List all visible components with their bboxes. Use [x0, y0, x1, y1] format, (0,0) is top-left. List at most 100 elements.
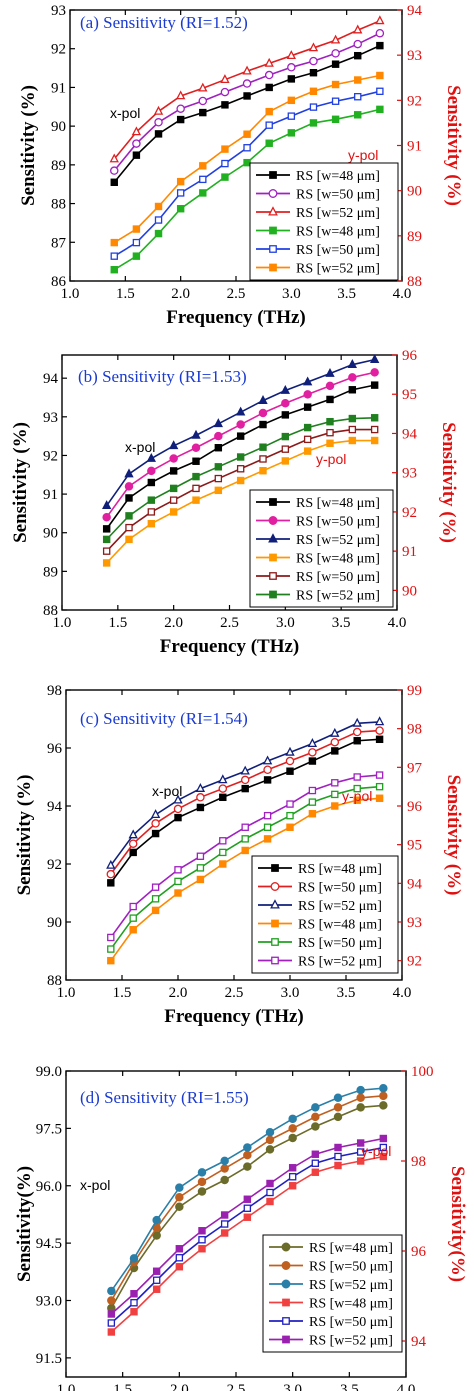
data-point [151, 819, 160, 828]
data-point [175, 1245, 184, 1253]
data-point [221, 145, 229, 153]
legend-swatch-marker [281, 1261, 291, 1270]
y-tick-label: 89 [43, 564, 58, 580]
legend-box [249, 489, 394, 608]
legend-swatch-marker [269, 590, 277, 599]
data-point [191, 443, 201, 452]
xpol-annotation: x-pol [125, 439, 155, 455]
data-point [356, 1093, 365, 1103]
data-point [258, 408, 268, 418]
data-point [130, 1299, 138, 1307]
legend: RS [w=48 μm] RS [w=50 μm] RS [w=52 μm] RS [… [262, 1234, 403, 1353]
data-point [196, 793, 205, 802]
data-point [152, 1276, 161, 1284]
data-point [375, 794, 384, 802]
data-point [353, 796, 361, 804]
data-point [353, 773, 361, 781]
data-point [370, 425, 379, 434]
y2-tick-label: 93 [402, 466, 417, 482]
legend-entry-label: RS [w=52 μm] [296, 533, 380, 548]
data-point [154, 118, 163, 127]
data-point [370, 381, 379, 389]
data-point [197, 1187, 207, 1196]
data-point [308, 810, 317, 818]
data-point [333, 1103, 343, 1112]
legend-swatch-marker [282, 1298, 290, 1307]
data-point [219, 793, 227, 802]
y2-axis-label: Sensitivity(%) [447, 1166, 468, 1282]
x-tick-label: 2.5 [227, 286, 246, 302]
x-tick-label: 2.0 [169, 985, 188, 1001]
data-point [132, 139, 141, 148]
data-point [262, 755, 273, 765]
y2-tick-label: 93 [407, 915, 422, 931]
data-point [352, 717, 362, 727]
y-axis-label: Sensitivity (%) [18, 85, 39, 206]
legend-entry-label: RS [w=48 μm] [296, 496, 380, 511]
chart-panel-1: 1.0 1.5 2.0 2.5 3.0 3.5 4.0 88 89 90 91 92 93 94 90 91 9… [10, 348, 459, 657]
data-point [220, 1175, 229, 1185]
series-0 [110, 41, 384, 186]
ypol-annotation: y-pol [348, 147, 378, 163]
data-point [285, 756, 295, 766]
data-point [125, 535, 133, 544]
data-point [214, 444, 223, 452]
data-point [147, 478, 156, 487]
legend-swatch-marker [269, 171, 277, 179]
x-tick-label: 3.0 [276, 615, 295, 631]
data-point [220, 1211, 229, 1219]
data-point [191, 429, 201, 439]
y2-tick-label: 94 [407, 876, 423, 892]
ypol-annotation: y-pol [361, 1143, 391, 1159]
y2-tick-label: 94 [411, 1334, 427, 1350]
series-4 [102, 425, 379, 555]
legend-swatch-marker [268, 189, 278, 198]
data-point [348, 414, 357, 423]
series-1 [102, 368, 379, 522]
data-point [110, 238, 118, 247]
y2-tick-label: 90 [402, 583, 417, 599]
data-point [213, 418, 224, 428]
data-point [236, 453, 245, 461]
data-point [286, 823, 294, 831]
data-point [175, 1254, 184, 1262]
y2-tick-label: 95 [402, 387, 417, 403]
data-point [243, 1143, 252, 1152]
data-point [265, 107, 273, 116]
data-point [196, 803, 205, 812]
data-point [370, 414, 379, 422]
y-tick-label: 91 [43, 487, 58, 503]
data-point [174, 866, 182, 874]
data-point [151, 829, 160, 838]
data-point [198, 96, 208, 106]
data-point [151, 906, 160, 915]
data-point [240, 775, 250, 785]
data-point [376, 71, 384, 80]
data-point [348, 373, 357, 382]
data-point [325, 367, 335, 377]
data-point [356, 1148, 365, 1156]
data-point [220, 87, 230, 97]
legend-swatch-marker [269, 572, 277, 580]
data-point [152, 1285, 161, 1293]
series-3 [110, 105, 384, 274]
data-point [110, 252, 118, 260]
chart-title: (d) Sensitivity (RI=1.55) [80, 1088, 249, 1107]
data-point [379, 1083, 388, 1093]
data-point [303, 423, 312, 432]
x-axis-label: Frequency (THz) [164, 1006, 304, 1027]
y-tick-label: 89 [51, 158, 66, 174]
ypol-annotation: y-pol [316, 451, 346, 467]
data-point [334, 1152, 342, 1161]
legend: RS [w=48 μm] RS [w=50 μm] RS [w=52 μm] RS [… [249, 162, 399, 281]
data-point [243, 1150, 252, 1160]
y2-tick-label: 98 [407, 722, 422, 738]
data-point [174, 877, 182, 886]
data-point [107, 1319, 116, 1327]
x-tick-label: 1.5 [113, 1382, 132, 1391]
y-tick-label: 88 [51, 197, 66, 213]
y2-tick-label: 90 [407, 184, 422, 200]
data-point [220, 1229, 229, 1237]
data-point [132, 225, 141, 233]
